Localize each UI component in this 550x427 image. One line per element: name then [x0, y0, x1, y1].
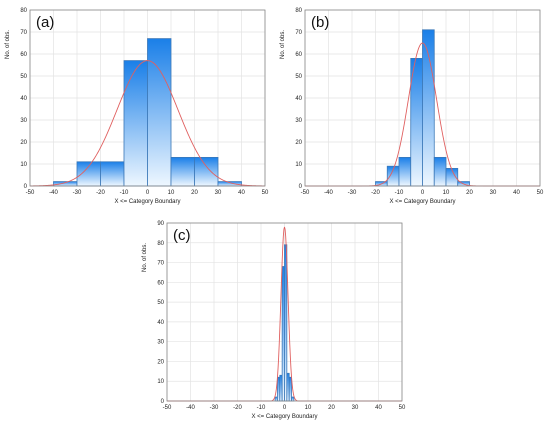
x-tick-label: 10 [443, 190, 450, 196]
y-tick-label: 70 [157, 261, 164, 267]
y-tick-label: 80 [157, 241, 164, 247]
y-tick-label: 10 [295, 162, 302, 168]
histogram-panel-b: 0 10 20 30 40 50 60 70 80 -50 -40 -30 -20 -10 0 10 20 30 4… [275, 0, 550, 210]
plot-frame [29, 9, 266, 187]
x-axis-label: X <= Category Boundary [389, 199, 455, 205]
histogram-panel-a: 0 10 20 30 40 50 60 70 80 -50 -40 -30 -20 -10 0 10 20 30 4… [0, 0, 275, 210]
y-tick-label: 40 [20, 96, 27, 102]
y-tick-label: 70 [295, 30, 302, 36]
y-tick-label: 20 [20, 140, 27, 146]
x-tick-label: -10 [395, 190, 404, 196]
panel-label: (b) [311, 14, 329, 31]
y-tick-label: 40 [157, 320, 164, 326]
histogram-bar [76, 161, 101, 187]
y-tick-label: 60 [20, 52, 27, 58]
y-tick-label: 0 [24, 184, 28, 190]
x-axis-label: X <= Category Boundary [251, 414, 317, 420]
x-tick-label: -10 [257, 405, 266, 411]
x-tick-label: 20 [328, 405, 335, 411]
y-tick-label: 90 [157, 221, 164, 227]
x-tick-label: -20 [371, 190, 380, 196]
y-axis-label: No. of obs. [280, 30, 286, 59]
y-tick-label: 60 [295, 52, 302, 58]
y-tick-label: 50 [295, 74, 302, 80]
histogram-panel-c: 0 10 20 30 40 50 60 70 80 90 -50 -40 -30 -20 -10 0 10 20 3… [137, 213, 412, 425]
histogram-bar [170, 156, 195, 187]
histogram-bar [100, 161, 125, 187]
y-tick-label: 30 [20, 118, 27, 124]
y-axis-label: No. of obs. [5, 30, 11, 59]
x-tick-label: -40 [324, 190, 333, 196]
x-tick-label: 0 [283, 405, 287, 411]
x-tick-label: -50 [301, 190, 310, 196]
x-tick-label: 40 [238, 190, 245, 196]
y-tick-label: 70 [20, 30, 27, 36]
x-tick-label: -50 [163, 405, 172, 411]
y-tick-label: 50 [20, 74, 27, 80]
y-tick-label: 40 [295, 96, 302, 102]
x-tick-label: 20 [466, 190, 473, 196]
plot-frame [304, 9, 541, 187]
histogram-bar [147, 38, 172, 187]
x-axis-label: X <= Category Boundary [114, 199, 180, 205]
x-tick-label: 20 [191, 190, 198, 196]
x-tick-label: -40 [186, 405, 195, 411]
x-tick-label: -20 [233, 405, 242, 411]
histogram-chart-a: 0 10 20 30 40 50 60 70 80 -50 -40 -30 -20 -10 0 10 20 30 4… [5, 8, 269, 205]
plot-frame [166, 222, 403, 402]
x-tick-label: -50 [26, 190, 35, 196]
x-tick-label: 30 [215, 190, 222, 196]
y-tick-label: 10 [157, 379, 164, 385]
x-tick-label: -30 [210, 405, 219, 411]
x-tick-label: -30 [73, 190, 82, 196]
x-tick-label: 0 [421, 190, 425, 196]
histogram-bar [433, 156, 447, 187]
y-axis-label: No. of obs. [142, 243, 148, 272]
x-tick-label: 30 [490, 190, 497, 196]
y-tick-label: 0 [161, 399, 165, 405]
y-tick-label: 60 [157, 280, 164, 286]
x-tick-label: -30 [348, 190, 357, 196]
histogram-bar [398, 156, 412, 187]
y-tick-label: 50 [157, 300, 164, 306]
x-tick-label: -40 [49, 190, 58, 196]
y-tick-label: 10 [20, 162, 27, 168]
panel-label: (a) [36, 14, 54, 31]
y-tick-label: 0 [299, 184, 303, 190]
x-tick-label: 0 [146, 190, 150, 196]
x-tick-label: 10 [168, 190, 175, 196]
x-tick-label: -20 [96, 190, 105, 196]
panel-label: (c) [173, 227, 191, 244]
histogram-bar [123, 60, 148, 187]
x-tick-label: -10 [120, 190, 129, 196]
x-tick-label: 50 [262, 190, 269, 196]
y-tick-label: 80 [20, 8, 27, 14]
histogram-bar [291, 396, 295, 402]
x-tick-label: 10 [305, 405, 312, 411]
histogram-chart-c: 0 10 20 30 40 50 60 70 80 90 -50 -40 -30 -20 -10 0 10 20 3… [142, 221, 406, 420]
x-tick-label: 40 [375, 405, 382, 411]
y-tick-label: 20 [157, 359, 164, 365]
histogram-chart-b: 0 10 20 30 40 50 60 70 80 -50 -40 -30 -20 -10 0 10 20 30 4… [280, 8, 544, 205]
x-tick-label: 50 [537, 190, 544, 196]
histogram-bar [194, 156, 219, 187]
x-tick-label: 40 [513, 190, 520, 196]
x-tick-label: 30 [352, 405, 359, 411]
normal-fit-curve [30, 60, 265, 187]
y-tick-label: 20 [295, 140, 302, 146]
y-tick-label: 30 [157, 340, 164, 346]
x-tick-label: 50 [399, 405, 406, 411]
histogram-bar [410, 58, 423, 187]
y-tick-label: 80 [295, 8, 302, 14]
y-tick-label: 30 [295, 118, 302, 124]
